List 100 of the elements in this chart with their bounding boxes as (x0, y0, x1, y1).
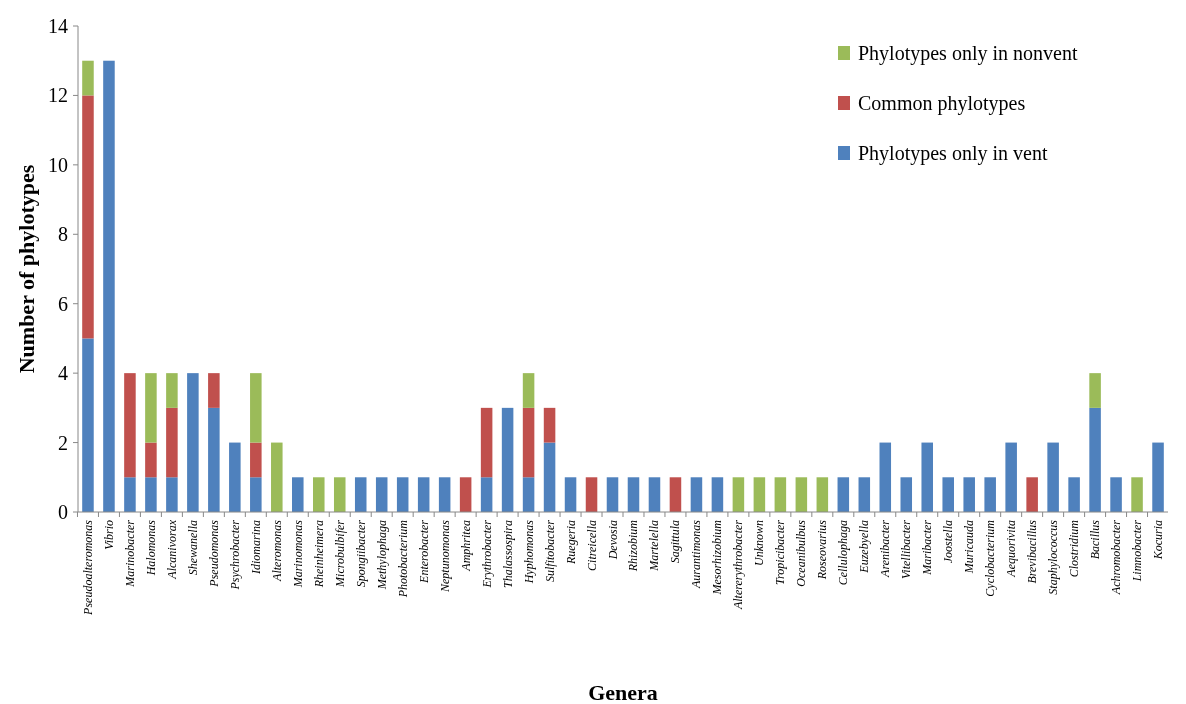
x-tick-label: Muricauda (962, 520, 977, 575)
x-tick-label: Erythrobacter (479, 519, 494, 589)
x-tick-label: Shewanella (185, 520, 200, 576)
y-tick-label: 10 (48, 153, 68, 176)
bar (522, 477, 535, 512)
x-tick-label: Methylophaga (374, 520, 389, 591)
bar (648, 477, 661, 512)
bar (795, 477, 808, 512)
x-tick-label: Limnobacter (1130, 519, 1145, 583)
bar (963, 477, 975, 512)
bar (124, 477, 136, 512)
x-tick-label: Achromobacter (1109, 519, 1124, 596)
x-tick-label: Clostridium (1067, 519, 1082, 578)
bar (82, 338, 94, 512)
bar (942, 477, 954, 512)
bar (459, 477, 472, 512)
x-tick-label: Psychrobacter (227, 519, 242, 591)
bar (124, 373, 136, 478)
bar (774, 477, 787, 512)
bar (1047, 442, 1059, 512)
x-tick-label: Marinomonas (290, 519, 305, 589)
x-tick-label: Vitellibacter (899, 519, 914, 580)
y-tick-label: 12 (48, 84, 68, 107)
bar (438, 477, 451, 512)
bar (145, 373, 157, 443)
bar (816, 477, 829, 512)
x-tick-label: Hyphomonas (521, 519, 536, 585)
bar (145, 442, 157, 478)
x-tick-label: Pseudomonas (206, 519, 221, 588)
bar (900, 477, 913, 512)
x-tick-label: Kocuria (1151, 520, 1166, 561)
bar (250, 477, 262, 512)
x-tick-label: Sulfitobacter (542, 519, 557, 582)
bar (543, 442, 556, 512)
x-tick-label: Marinobacter (122, 519, 137, 588)
x-tick-label: Citreicella (584, 520, 599, 571)
x-tick-label: Alteromonas (269, 519, 284, 582)
bar (271, 442, 283, 512)
bar (229, 442, 241, 512)
bar (354, 477, 367, 512)
bar (1110, 477, 1122, 512)
x-tick-label: Aurantimonas (689, 519, 704, 590)
bar (208, 407, 220, 512)
bar (82, 95, 94, 339)
bar (166, 373, 178, 408)
x-tick-label: Altererythrobacter (731, 519, 746, 611)
x-tick-label: Bacillus (1088, 519, 1103, 560)
bar (480, 407, 493, 478)
bar (1131, 477, 1143, 512)
x-tick-label: Photobacterium (395, 519, 410, 599)
x-tick-label: Joostella (941, 520, 956, 564)
bar (606, 477, 619, 512)
bar (837, 477, 850, 512)
legend-label: Common phylotypes (858, 92, 1026, 115)
x-tick-label: Sagittula (668, 520, 683, 564)
x-tick-label: Enterobacter (416, 519, 431, 584)
bar (627, 477, 640, 512)
bar (103, 60, 115, 512)
x-tick-label: Oceanibulbus (794, 519, 809, 587)
bar (669, 477, 682, 512)
bar (522, 373, 535, 408)
x-tick-label: Ruegeria (563, 520, 578, 565)
bar (690, 477, 703, 512)
bar (396, 477, 409, 512)
bar (858, 477, 871, 512)
y-tick-label: 14 (48, 15, 68, 37)
x-axis-title: Genera (588, 680, 658, 704)
bar (585, 477, 598, 512)
x-tick-label: Neptunomonas (437, 519, 452, 593)
y-tick-label: 6 (58, 292, 68, 315)
x-tick-label: Brevibacillus (1025, 519, 1040, 584)
x-tick-label: Arenibacter (878, 519, 893, 578)
y-tick-label: 0 (58, 501, 68, 523)
x-tick-label: Spongiibacter (353, 519, 368, 588)
bar (732, 477, 745, 512)
bar (333, 477, 346, 512)
bar (1068, 477, 1080, 512)
y-tick-label: 8 (58, 223, 68, 246)
bar (1089, 373, 1101, 408)
bar (921, 442, 933, 512)
bar (879, 442, 892, 512)
x-tick-label: Alcanivorax (164, 519, 179, 580)
x-tick-label: Microbulbifer (332, 519, 347, 588)
bar (1005, 442, 1017, 512)
bar (250, 373, 262, 443)
bar (313, 477, 325, 512)
x-tick-label: Mesorhizobium (710, 519, 725, 596)
x-tick-label: Halomonas (143, 519, 158, 577)
x-tick-label: Cellulophaga (836, 520, 851, 586)
bar (1089, 407, 1101, 512)
x-tick-label: Roseovarius (815, 519, 830, 581)
x-tick-label: Amphritea (458, 520, 473, 572)
y-tick-label: 4 (58, 362, 68, 385)
x-tick-label: Staphylococcus (1046, 519, 1061, 595)
x-tick-label: Martelella (647, 520, 662, 572)
bar (711, 477, 724, 512)
bar (522, 407, 535, 478)
bar (250, 442, 262, 478)
bar (501, 407, 514, 512)
x-tick-label: Aequorivita (1004, 520, 1019, 578)
